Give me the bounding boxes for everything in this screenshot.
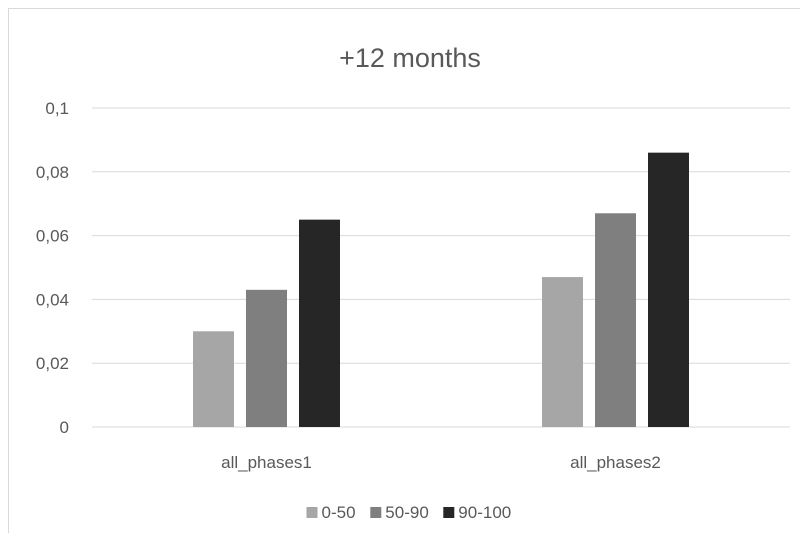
y-tick-label: 0,08 bbox=[36, 163, 69, 182]
y-tick-label: 0 bbox=[60, 418, 69, 437]
bar-50-90-all_phases2 bbox=[595, 213, 636, 427]
chart-frame bbox=[8, 8, 800, 533]
bar-0-50-all_phases1 bbox=[193, 331, 234, 427]
legend-swatch-0-50 bbox=[306, 507, 318, 518]
y-tick-label: 0,1 bbox=[45, 99, 69, 118]
y-axis-ticks: 0 0,02 0,04 0,06 0,08 0,1 bbox=[36, 99, 69, 437]
y-tick-label: 0,06 bbox=[36, 227, 69, 246]
bar-90-100-all_phases1 bbox=[299, 219, 340, 427]
y-tick-label: 0,02 bbox=[36, 354, 69, 373]
bars bbox=[193, 152, 689, 427]
bar-50-90-all_phases1 bbox=[246, 289, 287, 427]
legend-label-90-100: 90-100 bbox=[458, 503, 511, 522]
x-axis-categories: all_phases1 all_phases2 bbox=[221, 453, 661, 472]
x-category-label: all_phases1 bbox=[221, 453, 312, 472]
bar-90-100-all_phases2 bbox=[648, 152, 689, 427]
legend-swatch-50-90 bbox=[370, 507, 382, 518]
legend-swatch-90-100 bbox=[443, 507, 455, 518]
legend: 0-50 50-90 90-100 bbox=[306, 503, 511, 522]
chart-title: +12 months bbox=[339, 43, 481, 73]
legend-label-50-90: 50-90 bbox=[385, 503, 428, 522]
bar-0-50-all_phases2 bbox=[542, 277, 583, 427]
x-category-label: all_phases2 bbox=[570, 453, 661, 472]
y-tick-label: 0,04 bbox=[36, 290, 69, 309]
legend-label-0-50: 0-50 bbox=[322, 503, 356, 522]
